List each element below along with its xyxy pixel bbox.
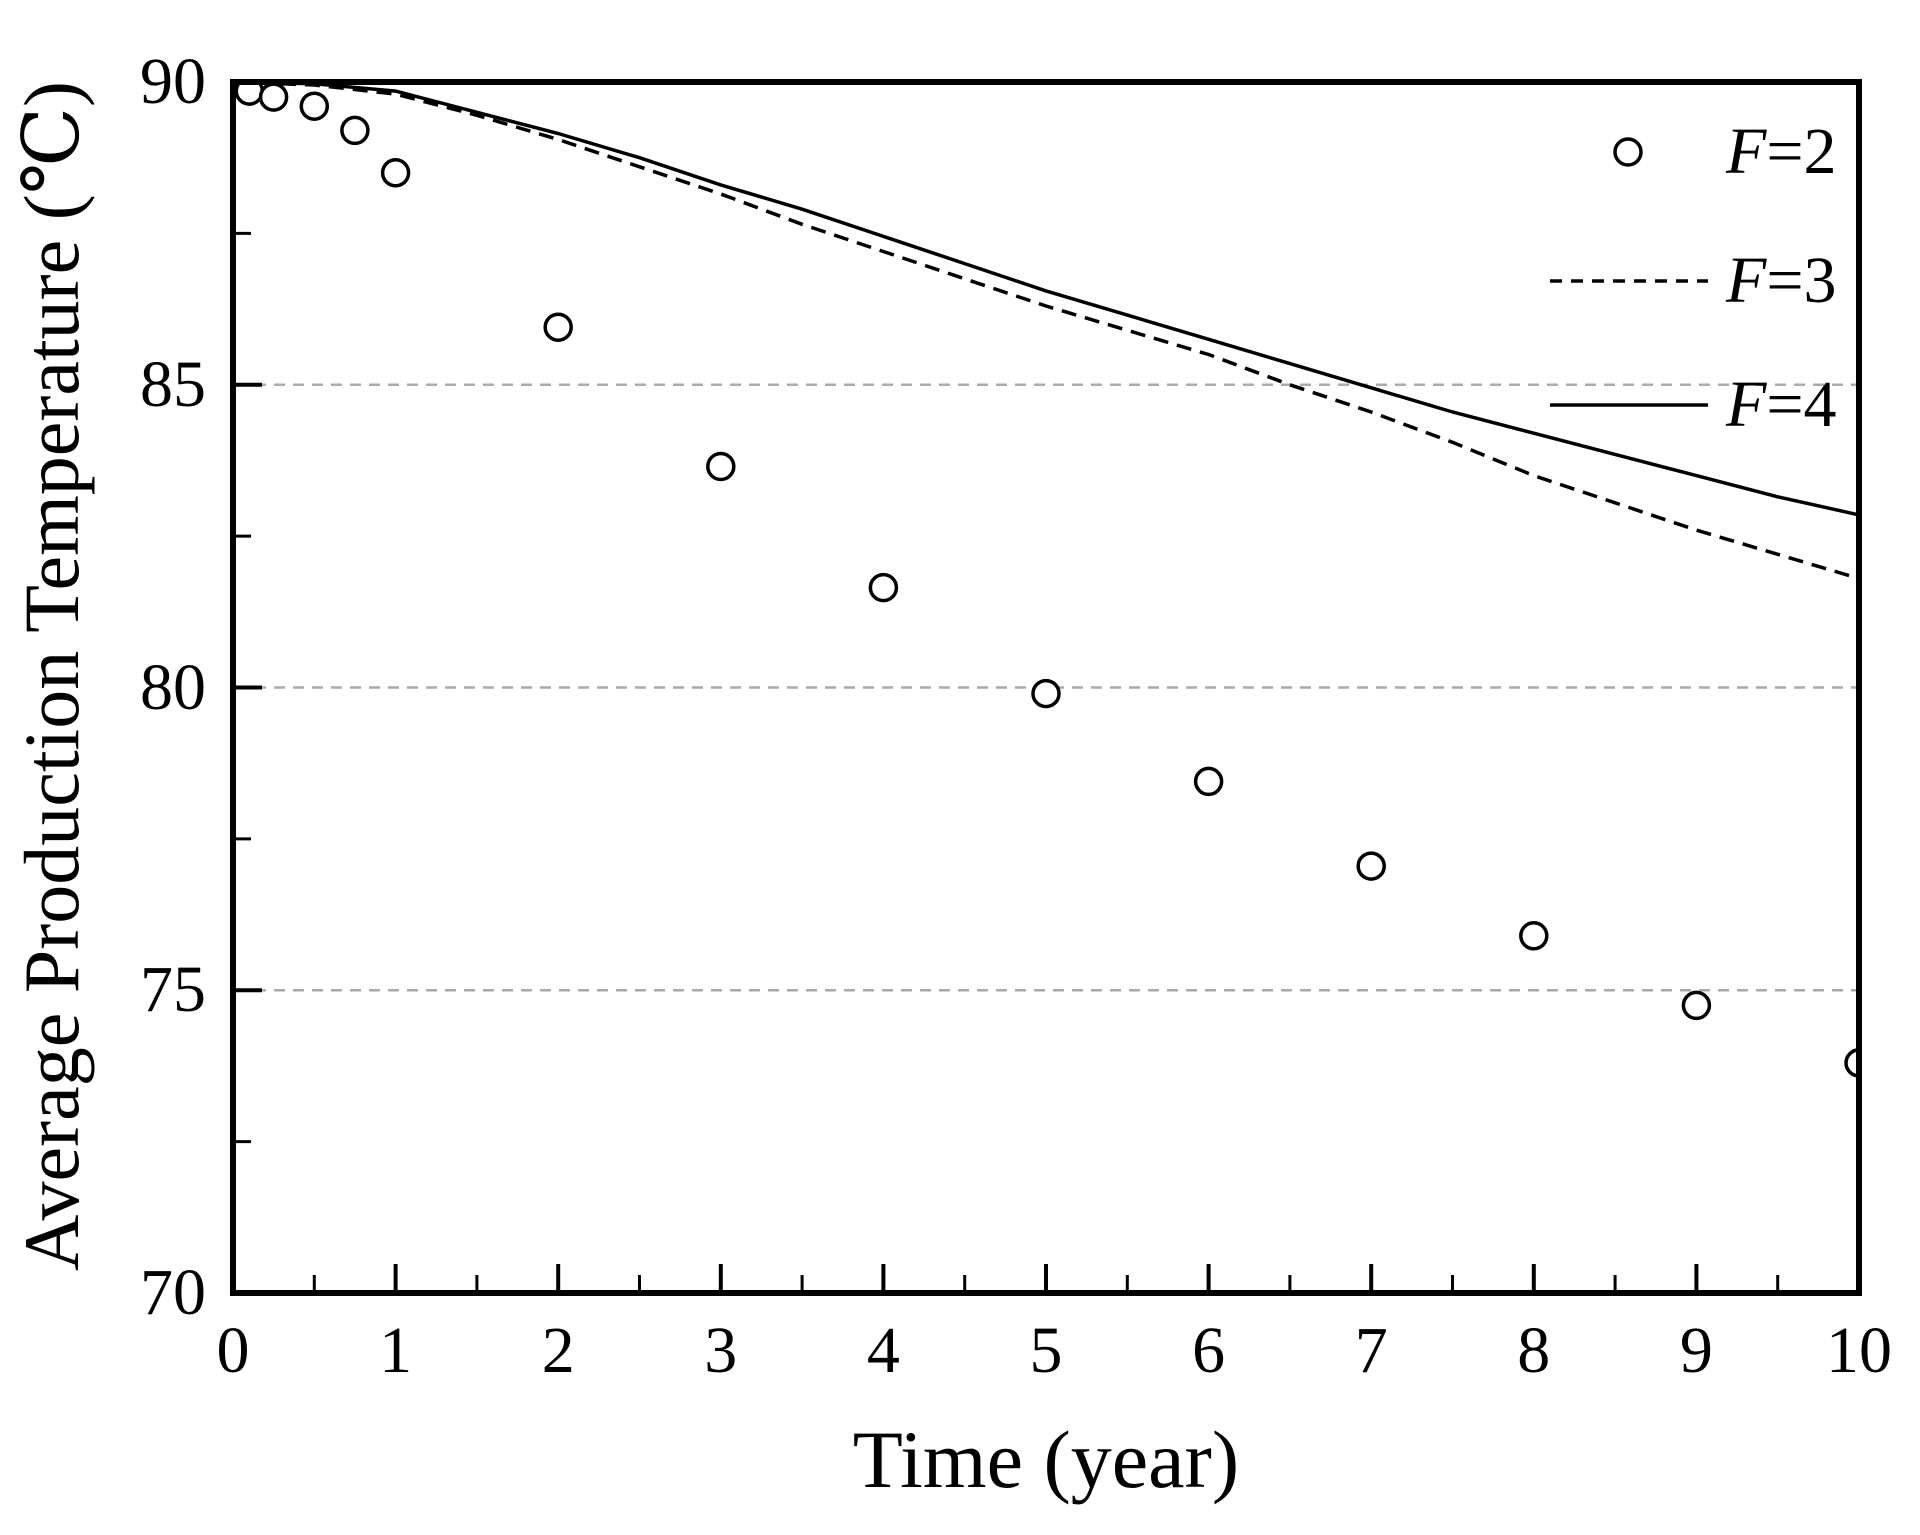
data-point-circle <box>258 85 289 112</box>
data-point-circle <box>380 158 411 188</box>
data-point-circle <box>1356 851 1386 881</box>
series-line-F=3 <box>266 85 1856 580</box>
data-point-circle <box>543 312 573 342</box>
x-tick-label-5: 5 <box>1029 1314 1063 1387</box>
data-point-circle <box>706 451 736 482</box>
legend-label-f2: F=2 <box>1726 115 1837 188</box>
y-tick-label-75: 75 <box>140 953 206 1027</box>
legend-item-f2: F=2 <box>1540 110 1837 194</box>
open-circle-marker-icon <box>1613 137 1643 167</box>
data-point-circle <box>1681 990 1712 1021</box>
y-tick-label-90: 90 <box>140 45 206 118</box>
x-tick-label-9: 9 <box>1679 1314 1713 1387</box>
data-point-circle <box>868 572 899 603</box>
x-tick-label-0: 0 <box>216 1314 250 1387</box>
x-tick-label-4: 4 <box>866 1314 900 1387</box>
legend-label-f3: F=3 <box>1726 244 1837 317</box>
data-point-circle <box>1844 1048 1856 1078</box>
y-tick-label-70: 70 <box>140 1256 206 1329</box>
data-point-circle <box>299 91 330 121</box>
dashed-line-marker-icon <box>1550 279 1708 283</box>
series-line-F=4 <box>289 85 1856 517</box>
legend-item-f3: F=3 <box>1540 239 1837 323</box>
data-point-circle <box>340 115 370 146</box>
data-point-circle <box>1519 921 1549 951</box>
x-tick-label-2: 2 <box>541 1314 575 1387</box>
y-tick-label-85: 85 <box>140 347 206 421</box>
legend-item-f4: F=4 <box>1540 363 1837 447</box>
series-scatter-F=2 <box>236 85 1856 1078</box>
plot-border <box>230 79 1862 1296</box>
x-tick-label-10: 10 <box>1826 1314 1892 1387</box>
y-tick-label-80: 80 <box>140 650 206 724</box>
x-axis-title: Time (year) <box>852 1414 1240 1505</box>
x-tick-label-6: 6 <box>1192 1314 1226 1387</box>
legend-label-f4: F=4 <box>1726 368 1837 441</box>
data-point-circle <box>1031 678 1061 709</box>
data-point-circle <box>1193 766 1224 797</box>
x-tick-label-8: 8 <box>1517 1314 1551 1387</box>
x-tick-label-1: 1 <box>379 1314 413 1387</box>
x-tick-label-3: 3 <box>704 1314 738 1387</box>
x-tick-label-7: 7 <box>1354 1314 1388 1387</box>
solid-line-marker-icon <box>1550 403 1708 407</box>
